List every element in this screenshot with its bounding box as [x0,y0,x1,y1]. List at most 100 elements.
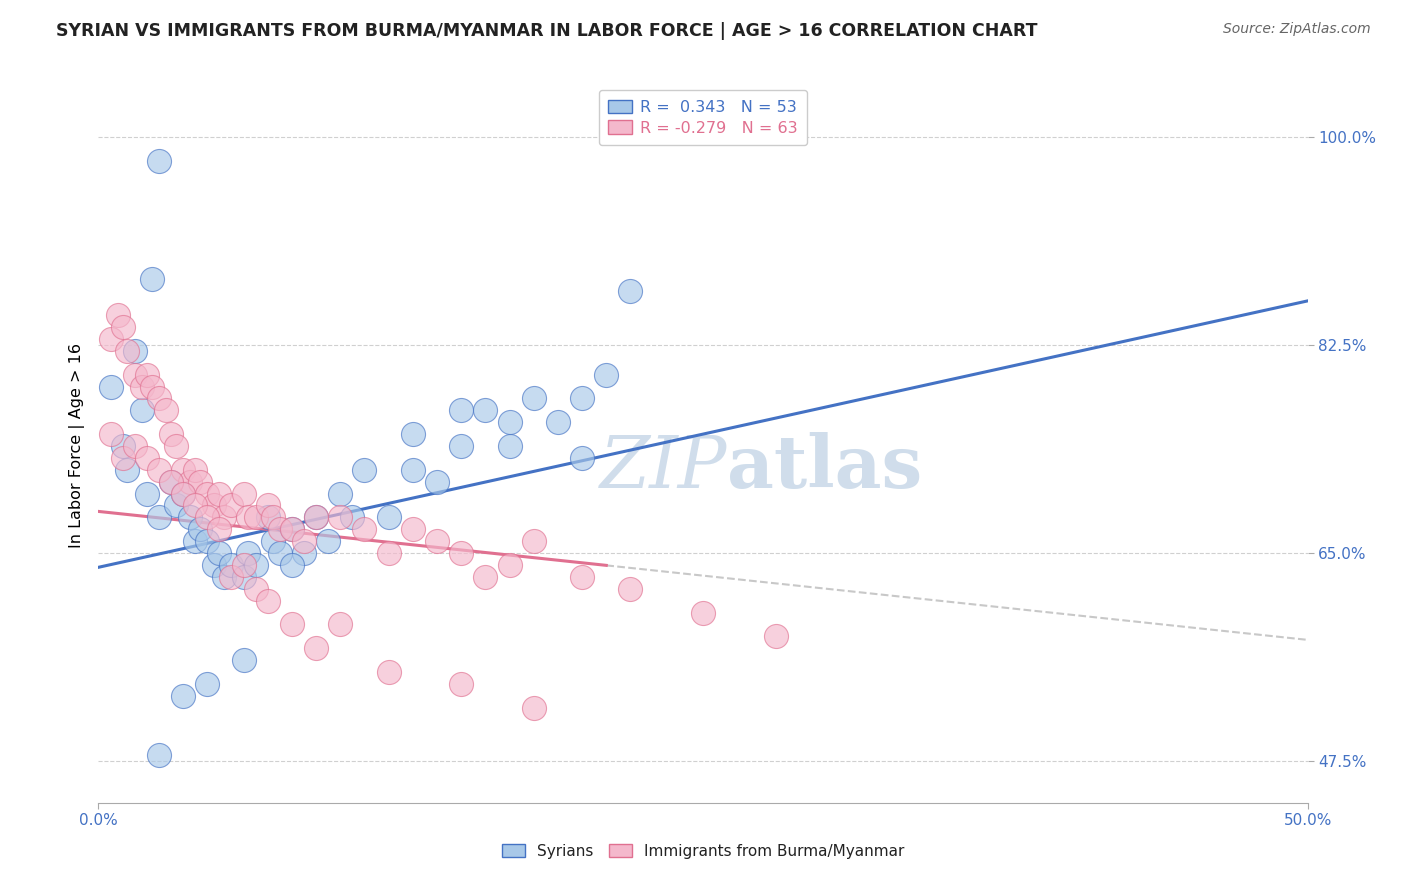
Point [238,510,260,524]
Point [117,463,139,477]
Text: SYRIAN VS IMMIGRANTS FROM BURMA/MYANMAR IN LABOR FORCE | AGE > 16 CORRELATION CH: SYRIAN VS IMMIGRANTS FROM BURMA/MYANMAR … [56,22,1038,40]
Point [165,439,187,453]
Point [117,343,139,358]
Y-axis label: In Labor Force | Age > 16: In Labor Force | Age > 16 [69,343,84,549]
Point [571,570,593,584]
Point [100,427,122,442]
Point [262,534,284,549]
Point [165,499,187,513]
Point [172,486,194,500]
Point [232,558,254,572]
Text: atlas: atlas [727,432,922,503]
Point [124,368,146,382]
Point [100,332,122,346]
Point [353,522,375,536]
Point [155,403,177,417]
Point [523,700,546,714]
Point [195,677,218,691]
Point [269,522,291,536]
Point [172,486,194,500]
Point [232,653,254,667]
Point [160,427,183,442]
Point [281,522,304,536]
Point [135,450,157,465]
Point [342,510,364,524]
Point [204,499,226,513]
Point [305,641,328,656]
Point [281,558,304,572]
Point [232,486,254,500]
Point [329,486,352,500]
Point [135,368,157,382]
Point [571,450,593,465]
Point [221,570,243,584]
Point [208,522,231,536]
Point [619,285,641,299]
Point [245,510,267,524]
Point [256,499,278,513]
Point [100,379,122,393]
Point [256,593,278,607]
Point [232,570,254,584]
Point [450,677,472,691]
Point [124,343,146,358]
Point [474,403,496,417]
Point [107,308,129,322]
Point [523,534,546,549]
Point [292,534,315,549]
Point [305,510,328,524]
Point [305,510,328,524]
Point [402,427,425,442]
Point [547,415,569,429]
Point [141,272,163,286]
Point [221,499,243,513]
Point [179,475,201,489]
Point [426,534,449,549]
Point [474,570,496,584]
Text: Source: ZipAtlas.com: Source: ZipAtlas.com [1223,22,1371,37]
Point [281,522,304,536]
Point [245,558,267,572]
Point [208,546,231,560]
Point [402,463,425,477]
Point [619,582,641,596]
Text: ZIP: ZIP [600,432,727,503]
Point [131,379,153,393]
Point [450,546,472,560]
Point [281,617,304,632]
Point [353,463,375,477]
Point [765,629,787,643]
Point [498,415,520,429]
Point [172,689,194,703]
Point [141,379,163,393]
Point [316,534,339,549]
Point [450,439,472,453]
Point [184,463,207,477]
Point [160,475,183,489]
Point [179,510,201,524]
Point [212,570,235,584]
Point [692,606,714,620]
Point [172,463,194,477]
Point [212,510,235,524]
Point [148,748,170,763]
Point [148,463,170,477]
Point [329,510,352,524]
Point [245,582,267,596]
Point [184,499,207,513]
Point [184,534,207,549]
Point [204,558,226,572]
Point [571,392,593,406]
Point [269,546,291,560]
Point [402,522,425,536]
Point [498,439,520,453]
Point [195,486,218,500]
Point [188,475,211,489]
Point [195,534,218,549]
Point [135,486,157,500]
Point [111,450,134,465]
Point [595,368,617,382]
Point [292,546,315,560]
Point [188,522,211,536]
Legend: Syrians, Immigrants from Burma/Myanmar: Syrians, Immigrants from Burma/Myanmar [494,836,912,866]
